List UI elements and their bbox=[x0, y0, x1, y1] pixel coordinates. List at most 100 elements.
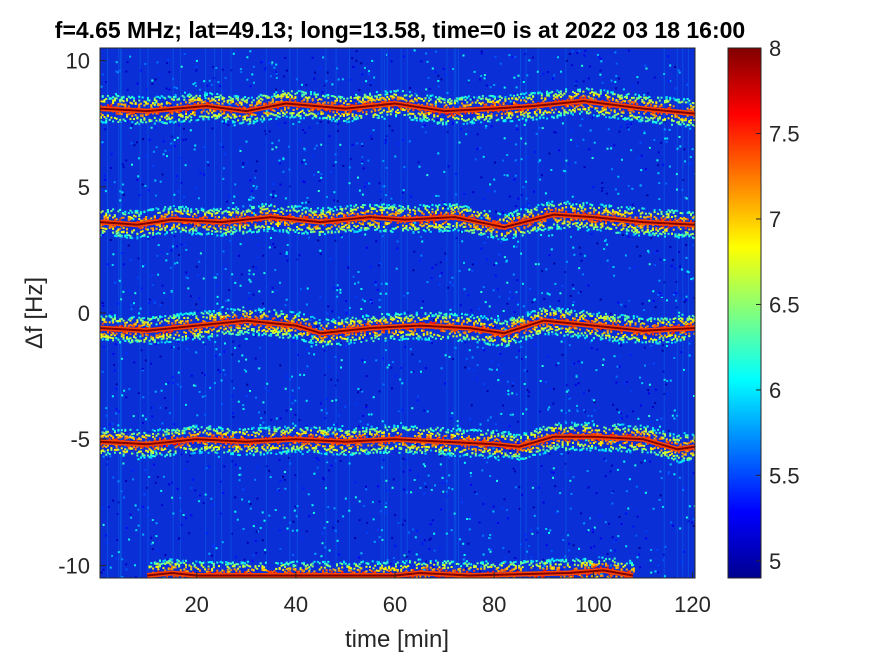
noise-speck bbox=[568, 53, 571, 55]
noise-speck bbox=[548, 406, 551, 409]
noise-speck bbox=[246, 383, 249, 386]
noise-speck bbox=[517, 197, 520, 200]
noise-speck bbox=[282, 170, 285, 173]
noise-speck bbox=[256, 466, 259, 469]
ridge-halo-speck bbox=[160, 102, 163, 105]
ridge-halo-speck bbox=[355, 93, 358, 96]
noise-speck bbox=[174, 397, 177, 400]
noise-speck bbox=[412, 269, 415, 272]
noise-speck bbox=[667, 429, 670, 432]
noise-speck bbox=[489, 183, 492, 186]
noise-speck bbox=[618, 411, 621, 414]
noise-speck bbox=[603, 457, 606, 460]
ridge-halo-speck bbox=[332, 102, 335, 105]
ridge-halo-speck bbox=[405, 107, 408, 110]
noise-speck bbox=[440, 367, 443, 370]
noise-speck bbox=[658, 498, 661, 501]
ridge-halo-speck bbox=[683, 98, 686, 101]
noise-speck bbox=[390, 197, 393, 200]
noise-speck bbox=[234, 496, 237, 499]
ridge-halo-speck bbox=[684, 101, 687, 104]
noise-speck bbox=[238, 147, 241, 150]
noise-speck bbox=[488, 548, 491, 551]
noise-speck bbox=[317, 190, 320, 192]
noise-speck bbox=[539, 380, 542, 382]
noise-speck bbox=[412, 456, 415, 459]
noise-speck bbox=[283, 478, 286, 481]
noise-speck bbox=[133, 144, 136, 147]
noise-speck bbox=[319, 296, 322, 299]
noise-speck bbox=[385, 322, 388, 325]
noise-speck bbox=[179, 497, 182, 499]
noise-speck bbox=[634, 464, 637, 467]
noise-speck bbox=[223, 153, 226, 156]
noise-speck bbox=[181, 110, 183, 112]
noise-speck bbox=[374, 283, 377, 286]
noise-speck bbox=[171, 496, 174, 499]
noise-speck bbox=[230, 380, 233, 383]
noise-speck bbox=[600, 189, 603, 192]
ridge-halo-speck bbox=[164, 229, 167, 232]
noise-speck bbox=[123, 389, 126, 392]
ridge-halo-speck bbox=[389, 91, 392, 93]
ridge-halo-speck bbox=[507, 112, 510, 115]
noise-speck bbox=[342, 515, 345, 518]
noise-speck bbox=[583, 166, 586, 169]
noise-speck bbox=[102, 568, 105, 571]
noise-speck bbox=[148, 298, 151, 301]
ridge-halo-speck bbox=[400, 107, 403, 110]
noise-speck bbox=[105, 81, 107, 83]
ridge-halo-speck bbox=[585, 87, 588, 90]
ridge-halo-speck bbox=[657, 96, 660, 99]
noise-speck bbox=[478, 307, 480, 310]
noise-speck bbox=[403, 488, 406, 491]
noise-speck bbox=[541, 270, 544, 273]
noise-speck bbox=[662, 505, 664, 508]
noise-speck bbox=[185, 271, 188, 274]
ridge-halo-speck bbox=[131, 95, 134, 98]
ridge-halo-speck bbox=[244, 96, 246, 98]
noise-speck bbox=[394, 444, 397, 447]
noise-speck bbox=[459, 231, 462, 234]
noise-speck bbox=[123, 445, 126, 448]
noise-speck bbox=[361, 73, 364, 76]
noise-speck bbox=[349, 157, 352, 160]
noise-speck bbox=[644, 168, 647, 171]
noise-speck bbox=[117, 551, 120, 554]
noise-speck bbox=[674, 87, 677, 90]
ridge-halo-speck bbox=[539, 109, 542, 112]
noise-speck bbox=[474, 262, 477, 265]
noise-speck bbox=[169, 266, 172, 269]
ridge-halo-speck bbox=[174, 214, 177, 217]
noise-speck bbox=[248, 278, 251, 281]
ridge-halo-speck bbox=[598, 114, 601, 117]
noise-speck bbox=[554, 131, 557, 134]
noise-speck bbox=[445, 532, 448, 535]
ridge-halo-speck bbox=[535, 118, 538, 121]
ridge-halo-speck bbox=[507, 97, 510, 100]
noise-speck bbox=[235, 556, 238, 559]
noise-speck bbox=[152, 463, 155, 466]
noise-speck bbox=[159, 355, 162, 358]
noise-speck bbox=[361, 142, 364, 145]
ridge-halo-speck bbox=[447, 120, 450, 122]
noise-speck bbox=[358, 519, 361, 522]
noise-speck bbox=[199, 252, 202, 255]
noise-speck bbox=[496, 522, 499, 524]
noise-speck bbox=[617, 301, 620, 304]
noise-speck bbox=[448, 355, 451, 358]
noise-speck bbox=[442, 450, 444, 453]
noise-speck bbox=[143, 264, 146, 267]
noise-speck bbox=[480, 176, 483, 179]
noise-speck bbox=[660, 141, 663, 144]
noise-speck bbox=[427, 77, 430, 79]
noise-speck bbox=[308, 236, 310, 239]
noise-speck bbox=[265, 465, 268, 468]
ridge-halo-speck bbox=[209, 99, 212, 102]
noise-speck bbox=[617, 535, 620, 538]
noise-speck bbox=[324, 408, 327, 411]
noise-speck bbox=[685, 256, 688, 259]
noise-speck bbox=[170, 290, 173, 293]
noise-speck bbox=[672, 259, 674, 261]
noise-speck bbox=[451, 276, 454, 279]
